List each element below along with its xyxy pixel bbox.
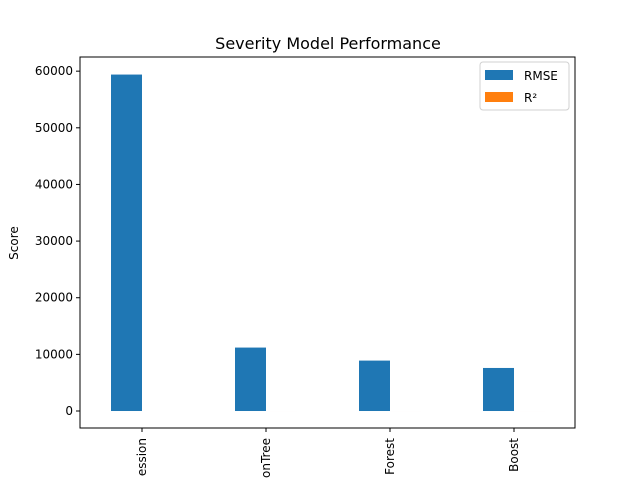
y-axis-label: Score <box>7 226 21 260</box>
x-tick-label: ession <box>135 438 149 476</box>
legend: RMSE R² <box>480 62 569 110</box>
y-tick-label: 50000 <box>35 121 73 135</box>
y-tick-label: 0 <box>65 404 73 418</box>
bar-rmse <box>235 348 266 411</box>
y-tick-label: 10000 <box>35 347 73 361</box>
bar-rmse <box>359 361 390 411</box>
y-tick-label: 20000 <box>35 291 73 305</box>
y-tick-label: 60000 <box>35 64 73 78</box>
bar-rmse <box>111 75 142 411</box>
legend-swatch-rmse <box>485 70 513 80</box>
legend-label-r2: R² <box>524 91 537 105</box>
x-tick-label: Forest <box>383 438 397 475</box>
chart-title: Severity Model Performance <box>215 34 441 53</box>
bar-rmse <box>483 368 514 411</box>
legend-swatch-r2 <box>485 92 513 102</box>
x-tick-label: Boost <box>507 438 521 472</box>
x-tick-label: onTree <box>259 438 273 478</box>
y-tick-label: 40000 <box>35 177 73 191</box>
legend-label-rmse: RMSE <box>524 69 558 83</box>
y-tick-label: 30000 <box>35 234 73 248</box>
